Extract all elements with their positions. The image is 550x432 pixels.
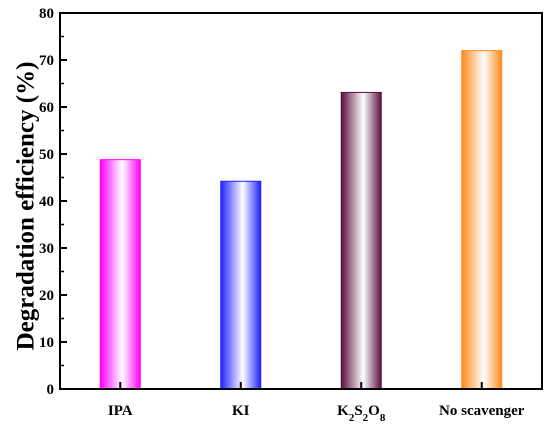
bar-group	[99, 50, 503, 390]
y-tick-label: 50	[39, 147, 54, 163]
bar-no-scavenger	[461, 50, 503, 390]
bar-k2s2o8	[340, 91, 382, 390]
y-tick-label: 80	[39, 6, 54, 22]
y-tick-label: 70	[39, 53, 54, 69]
x-tick-label: K2S2O8	[337, 403, 386, 424]
y-tick-label: 20	[39, 288, 54, 304]
y-tick-label: 10	[39, 335, 54, 351]
y-axis-title: Degradation efficiency (%)	[13, 62, 40, 351]
y-tick-label: 40	[39, 194, 54, 210]
x-axis: IPA KI K2S2O8 No scavenger	[108, 382, 525, 424]
y-axis: 0 10 20 30 40 50 60 70 80	[39, 6, 67, 398]
bar-ipa	[99, 159, 141, 390]
y-tick-label: 60	[39, 100, 54, 116]
y-tick-label: 0	[47, 382, 55, 398]
x-tick-label: KI	[232, 403, 250, 419]
x-tick-label: No scavenger	[439, 403, 525, 419]
y-tick-label: 30	[39, 241, 54, 257]
x-tick-label: IPA	[108, 403, 133, 419]
bar-ki	[220, 180, 262, 390]
